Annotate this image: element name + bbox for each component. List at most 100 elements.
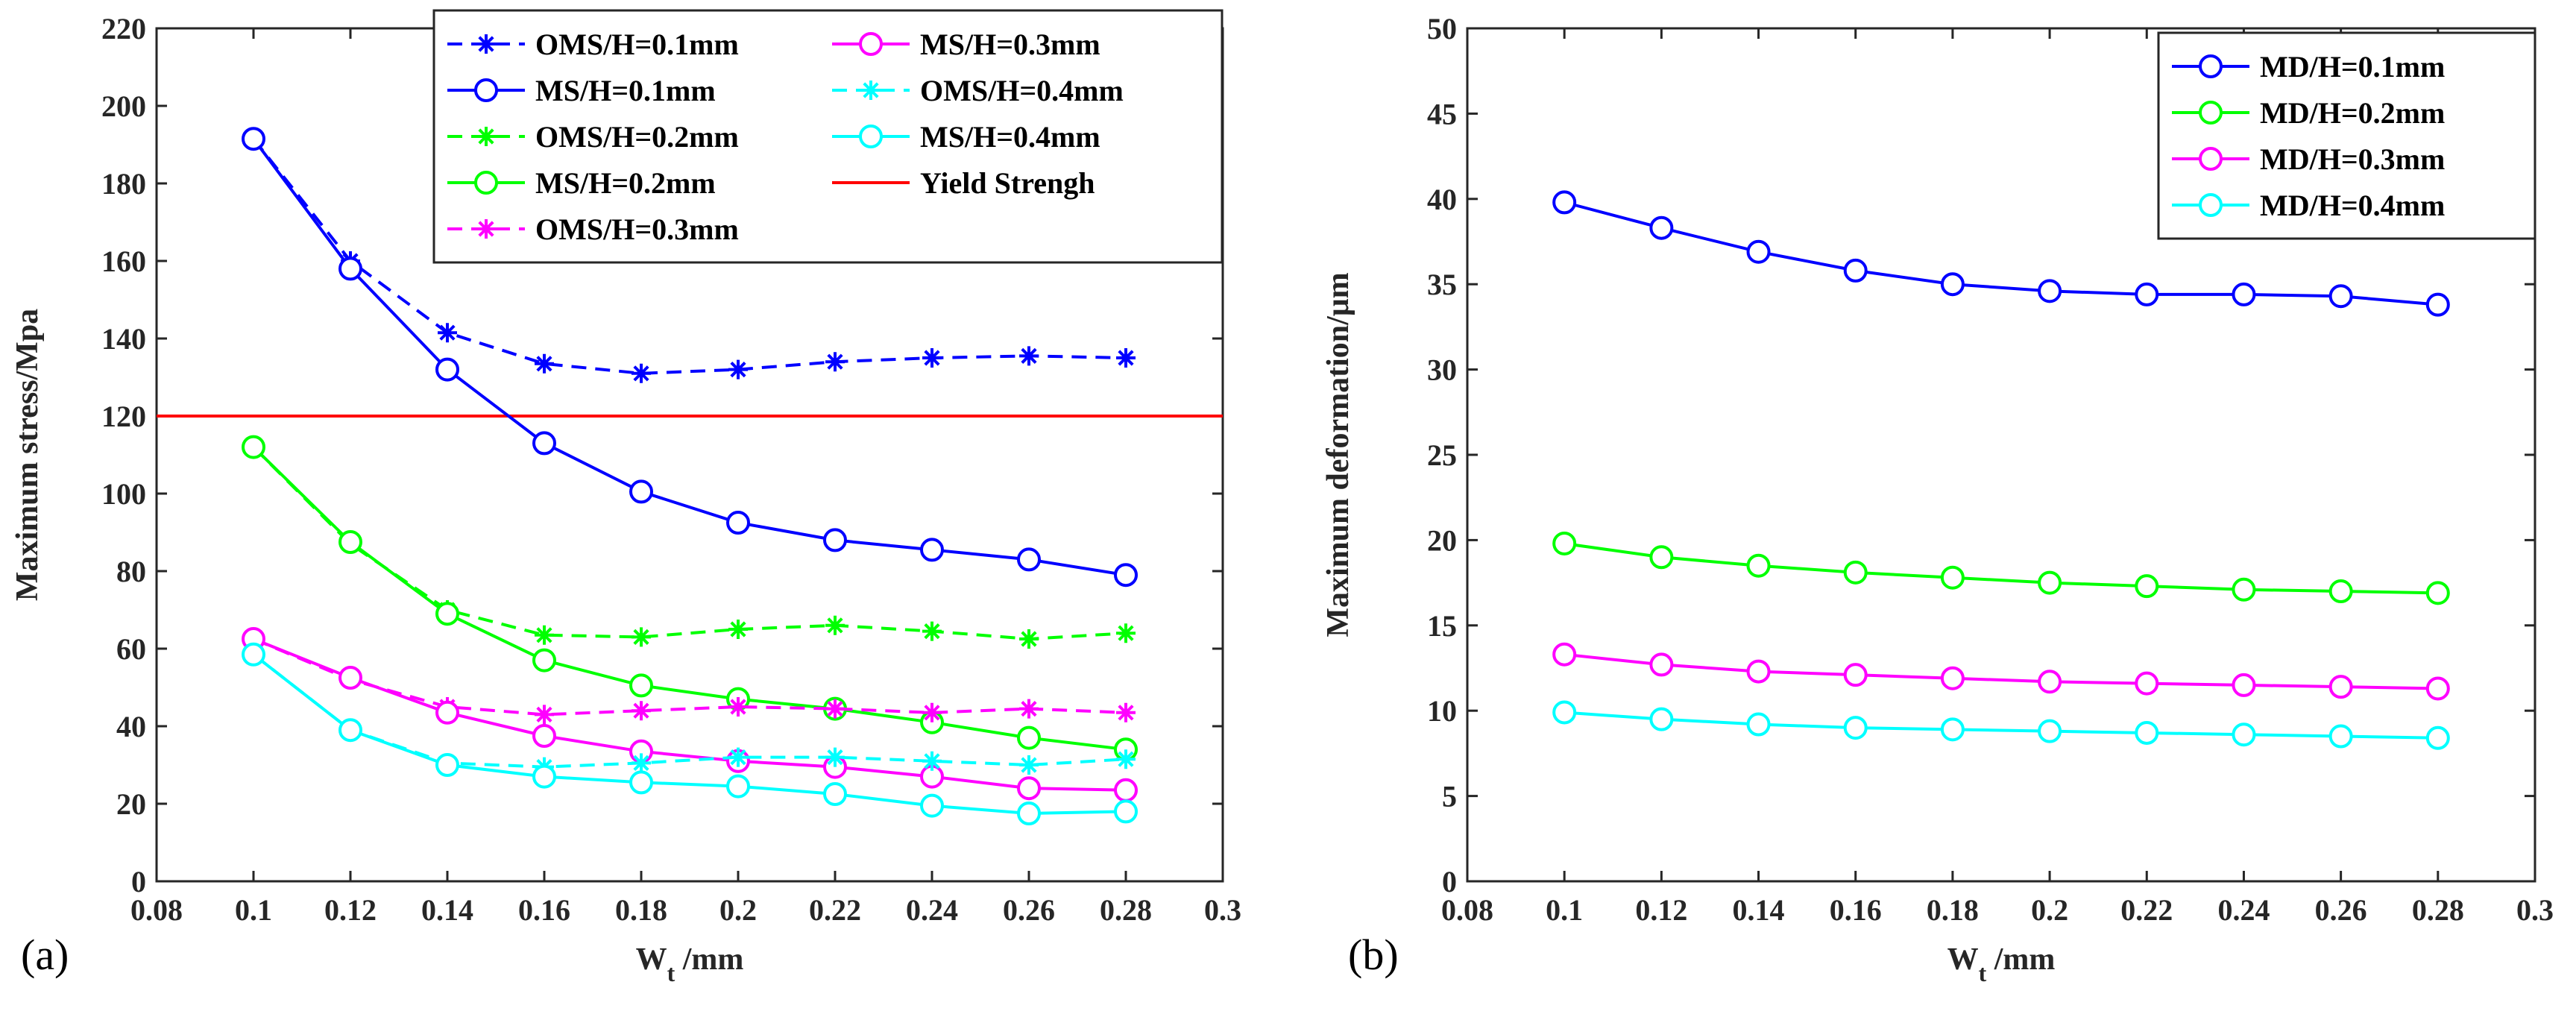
y-tick-label: 120: [101, 400, 146, 433]
data-point: [2328, 284, 2353, 309]
data-point: [532, 724, 556, 748]
data-point: [338, 666, 362, 690]
series-line: [252, 137, 1127, 375]
data-point: [823, 528, 847, 552]
y-tick-label: 45: [1427, 97, 1457, 130]
series-md-h-0-2mm: [1552, 531, 2450, 605]
legend-entry-md-h-0-3mm: MD/H=0.3mm: [2172, 142, 2445, 176]
x-tick-label: 0.16: [1830, 893, 1882, 927]
data-point: [338, 718, 362, 743]
data-point: [1843, 663, 1868, 687]
x-tick-label: 0.12: [324, 893, 377, 927]
data-point: [535, 705, 554, 725]
data-point: [2135, 282, 2159, 306]
series-md-h-0-3mm: [1552, 642, 2450, 701]
series-oms-h-0-2mm: [244, 437, 1136, 649]
data-point: [629, 673, 653, 698]
data-point: [922, 702, 942, 722]
data-point: [2135, 720, 2159, 745]
data-point: [726, 774, 750, 799]
legend-label: OMS/H=0.4mm: [920, 74, 1124, 107]
x-tick-label: 0.26: [2315, 893, 2367, 927]
legend-entry-oms-h-0-4mm: OMS/H=0.4mm: [832, 74, 1124, 107]
legend-label: MS/H=0.3mm: [920, 28, 1100, 61]
series-ms-h-0-2mm: [242, 435, 1138, 762]
data-point: [728, 697, 748, 717]
series-ms-h-0-3mm: [242, 627, 1138, 802]
series-line: [1563, 201, 2438, 306]
data-point: [1940, 666, 1965, 690]
y-tick-label: 15: [1427, 609, 1457, 643]
legend-marker: [2199, 101, 2223, 125]
y-tick-label: 20: [116, 787, 146, 821]
x-tick-label: 0.12: [1635, 893, 1687, 927]
data-point: [825, 615, 845, 635]
y-tick-label: 35: [1427, 268, 1457, 301]
data-point: [2328, 724, 2353, 749]
panel-label: (a): [21, 930, 69, 979]
x-tick-label: 0.26: [1003, 893, 1055, 927]
legend-label: Yield Strengh: [920, 166, 1095, 200]
data-point: [2425, 292, 2450, 317]
legend: OMS/H=0.1mm MS/H=0.1mm OMS/H=0.2mm MS/H=0.2…: [432, 9, 1224, 264]
data-point: [632, 753, 651, 773]
y-tick-label: 10: [1427, 694, 1457, 728]
legend-entry-ms-h-0-1mm: MS/H=0.1mm: [447, 74, 716, 107]
data-point: [242, 642, 265, 667]
data-point: [2425, 725, 2450, 750]
data-point: [1116, 348, 1136, 368]
data-point: [1019, 629, 1039, 649]
legend-marker: [476, 127, 496, 146]
x-axis-title: Wt /mm: [636, 942, 744, 986]
series-ms-h-0-1mm: [242, 127, 1138, 588]
data-point: [922, 621, 942, 641]
legend-label: OMS/H=0.2mm: [535, 120, 739, 154]
x-tick-label: 0.16: [518, 893, 570, 927]
data-point: [532, 764, 556, 789]
data-point: [438, 323, 457, 343]
data-point: [1746, 659, 1771, 684]
chart-panel-a: 0.08 0.1 0.12 0.14 0.16 0.18 0.2 0.22 0.24 0.26 0.…: [10, 9, 1241, 986]
data-point: [2038, 719, 2062, 743]
y-tick-label: 180: [101, 167, 146, 201]
series-line: [252, 446, 1127, 752]
legend-label: OMS/H=0.3mm: [535, 212, 739, 246]
data-point: [535, 625, 554, 645]
x-tick-label: 0.3: [2516, 893, 2554, 927]
data-point: [823, 782, 847, 806]
y-tick-label: 160: [101, 245, 146, 278]
x-tick-label: 0.24: [2217, 893, 2270, 927]
x-tick-label: 0.1: [1546, 893, 1583, 927]
data-point: [435, 700, 459, 725]
y-tick-label: 40: [1427, 183, 1457, 216]
data-point: [2038, 279, 2062, 303]
y-tick-label: 20: [1427, 523, 1457, 557]
data-point: [2038, 670, 2062, 694]
legend-entry-yield-strengh: Yield Strengh: [832, 166, 1095, 200]
legend-marker: [859, 125, 883, 148]
x-tick-label: 0.14: [1733, 893, 1785, 927]
data-point: [1116, 702, 1136, 722]
legend: MD/H=0.1mm MD/H=0.2mm MD/H=0.3mm MD/H=0.4mm: [2157, 31, 2536, 240]
data-point: [338, 530, 362, 554]
data-point: [1649, 215, 1674, 240]
data-point: [532, 648, 556, 673]
data-point: [1552, 642, 1577, 667]
data-point: [2038, 570, 2062, 595]
y-tick-label: 100: [101, 477, 146, 511]
data-point: [728, 359, 748, 380]
data-point: [242, 127, 265, 151]
data-point: [1116, 749, 1136, 769]
x-tick-label: 0.18: [615, 893, 667, 927]
y-axis-title: Maximum stress/Mpa: [10, 309, 45, 601]
data-point: [2328, 675, 2353, 699]
y-tick-label: 40: [116, 710, 146, 743]
legend-marker: [474, 171, 498, 195]
data-point: [1843, 560, 1868, 585]
data-point: [242, 435, 265, 459]
x-tick-label: 0.1: [235, 893, 272, 927]
series-line: [252, 653, 1127, 816]
data-point: [2135, 574, 2159, 599]
y-tick-label: 30: [1427, 353, 1457, 387]
